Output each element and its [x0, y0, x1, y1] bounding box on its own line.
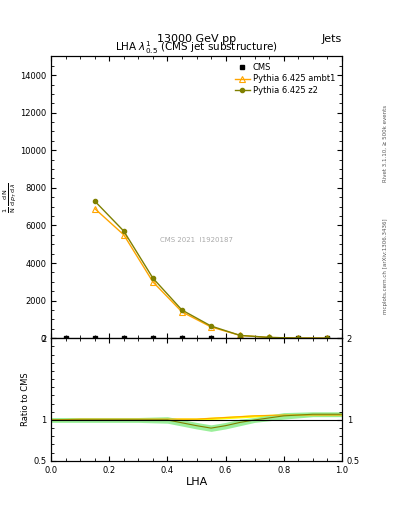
Pythia 6.425 z2 [296, 335, 301, 341]
Legend: CMS, Pythia 6.425 ambt1, Pythia 6.425 z2: CMS, Pythia 6.425 ambt1, Pythia 6.425 z2 [232, 60, 338, 97]
Pythia 6.425 ambt1 [296, 335, 301, 341]
Pythia 6.425 ambt1 [121, 232, 126, 238]
Pythia 6.425 z2 [267, 334, 272, 340]
Pythia 6.425 z2 [325, 335, 330, 341]
Pythia 6.425 z2 [238, 332, 242, 338]
Line: Pythia 6.425 ambt1: Pythia 6.425 ambt1 [92, 206, 330, 341]
Pythia 6.425 ambt1 [267, 334, 272, 340]
CMS [92, 335, 97, 342]
Pythia 6.425 ambt1 [238, 332, 242, 338]
Y-axis label: $\frac{1}{\mathrm{N}}\,\frac{\mathrm{d}\,\mathrm{N}}{\mathrm{d}\,p_T\,\mathrm{d}: $\frac{1}{\mathrm{N}}\,\frac{\mathrm{d}\… [1, 182, 18, 213]
Pythia 6.425 ambt1 [209, 324, 213, 330]
Text: Jets: Jets [321, 33, 342, 44]
Text: CMS 2021  I1920187: CMS 2021 I1920187 [160, 237, 233, 243]
Pythia 6.425 ambt1 [325, 335, 330, 341]
CMS [63, 335, 68, 342]
Line: CMS: CMS [64, 336, 329, 340]
Pythia 6.425 z2 [151, 275, 155, 281]
CMS [296, 335, 301, 342]
Pythia 6.425 z2 [92, 198, 97, 204]
Y-axis label: Ratio to CMS: Ratio to CMS [21, 373, 30, 426]
CMS [238, 335, 242, 342]
CMS [209, 335, 213, 342]
CMS [325, 335, 330, 342]
CMS [121, 335, 126, 342]
Pythia 6.425 z2 [180, 307, 184, 313]
Pythia 6.425 z2 [121, 228, 126, 234]
Text: mcplots.cern.ch [arXiv:1306.3436]: mcplots.cern.ch [arXiv:1306.3436] [383, 219, 387, 314]
CMS [180, 335, 184, 342]
Line: Pythia 6.425 z2: Pythia 6.425 z2 [93, 199, 329, 340]
X-axis label: LHA: LHA [185, 477, 208, 487]
CMS [267, 335, 272, 342]
Pythia 6.425 ambt1 [92, 205, 97, 211]
Pythia 6.425 ambt1 [151, 279, 155, 285]
Text: Rivet 3.1.10, ≥ 500k events: Rivet 3.1.10, ≥ 500k events [383, 105, 387, 182]
Pythia 6.425 z2 [209, 323, 213, 329]
Title: LHA $\lambda^{1}_{0.5}$ (CMS jet substructure): LHA $\lambda^{1}_{0.5}$ (CMS jet substru… [115, 39, 278, 56]
Text: 13000 GeV pp: 13000 GeV pp [157, 33, 236, 44]
Pythia 6.425 ambt1 [180, 309, 184, 315]
CMS [151, 335, 155, 342]
